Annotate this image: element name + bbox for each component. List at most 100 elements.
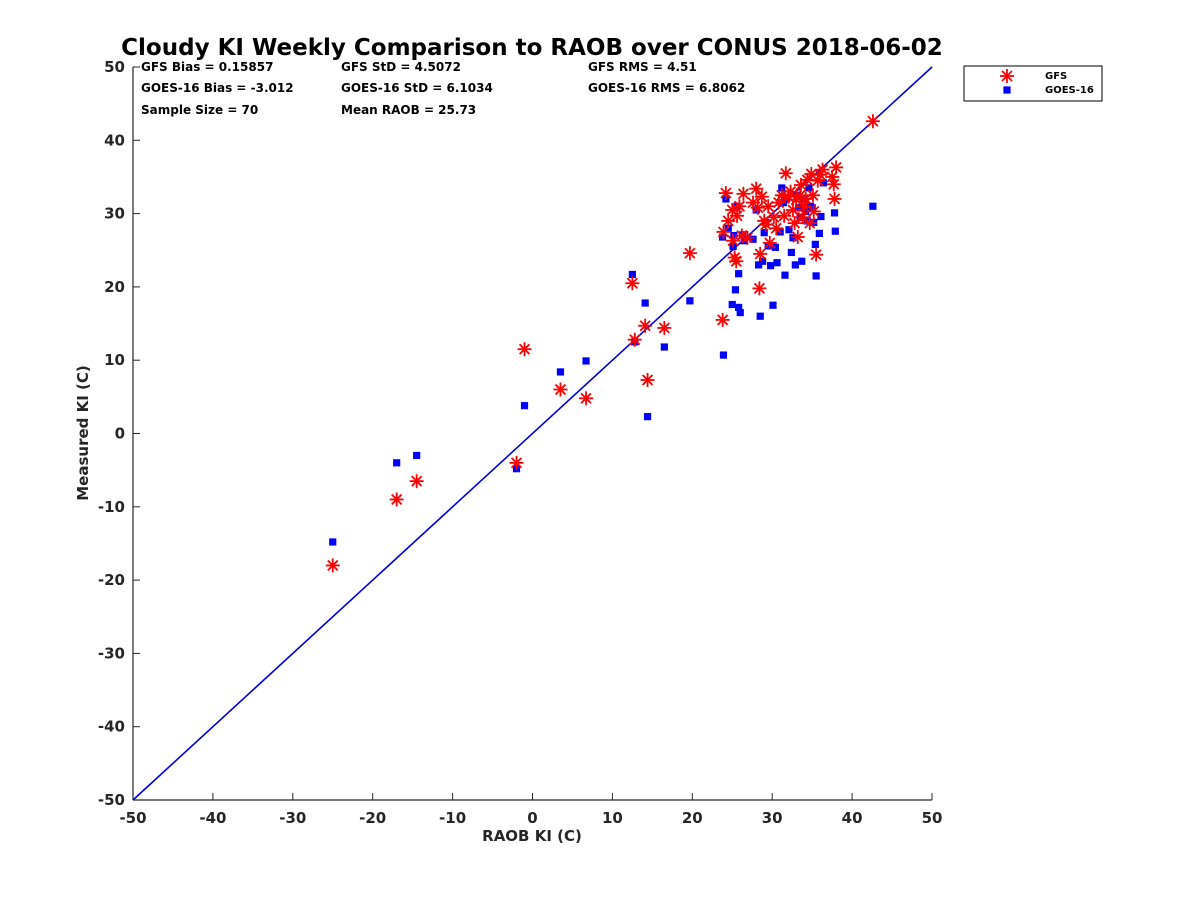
gfs-point (802, 216, 817, 231)
gfs-point (777, 208, 792, 223)
gfs-point (730, 208, 745, 223)
series-gfs (325, 114, 880, 573)
legend-label: GFS (1045, 71, 1067, 82)
goes16-point (582, 357, 590, 365)
gfs-point (809, 247, 824, 262)
x-tick-label: 50 (922, 809, 943, 827)
legend-label: GOES-16 (1045, 85, 1094, 96)
goes16-point (760, 229, 768, 237)
gfs-point (785, 202, 800, 217)
goes16-point (769, 301, 777, 309)
x-tick-label: -20 (359, 809, 386, 827)
gfs-point (752, 281, 767, 296)
y-tick-label: 10 (104, 351, 125, 369)
goes16-point (794, 204, 803, 212)
goes16-point (817, 212, 825, 221)
goes16-point (755, 261, 763, 269)
goes16-point (830, 209, 839, 217)
goes16-point (808, 204, 816, 212)
gfs-point (638, 318, 653, 333)
goes16-point (819, 179, 827, 187)
y-tick-label: -50 (98, 791, 125, 809)
gfs-point (787, 216, 802, 231)
goes16-point (771, 243, 779, 251)
goes16-point (413, 451, 421, 460)
goes16-point (815, 229, 823, 237)
goes16-point (756, 312, 764, 320)
x-tick-label: -50 (119, 809, 146, 827)
legend-box (963, 65, 1103, 102)
gfs-point (517, 342, 532, 357)
gfs-point (795, 210, 810, 225)
goes16-point (660, 343, 668, 351)
goes16-point (764, 242, 772, 250)
goes16-point (787, 248, 795, 257)
gfs-point (729, 254, 744, 269)
goes16-point (686, 297, 694, 305)
legend: GFS GOES-16 (963, 65, 1103, 102)
gfs-point (736, 186, 751, 201)
gfs-point (766, 210, 781, 225)
legend-goes16-marker (1003, 86, 1011, 94)
stat-text: GFS RMS = 4.51 (588, 60, 697, 74)
plot-area: -50 -40 -30 -20 -10 0 10 20 30 40 50 -50 -40 -30 -20 -1… (98, 58, 943, 827)
goes16-point (520, 402, 529, 410)
gfs-point (827, 191, 842, 206)
gfs-point (682, 246, 697, 261)
y-tick-label: 50 (104, 58, 125, 76)
x-tick-label: 40 (842, 809, 863, 827)
gfs-point (762, 235, 777, 250)
y-tick-label: -20 (98, 571, 125, 589)
stat-text: Mean RAOB = 25.73 (341, 103, 476, 117)
stat-text: GOES-16 StD = 6.1034 (341, 81, 493, 95)
gfs-point (640, 372, 655, 387)
gfs-point (409, 474, 424, 489)
gfs-point (753, 246, 768, 261)
gfs-point (749, 181, 764, 196)
stat-text: GOES-16 Bias = -3.012 (141, 81, 294, 95)
goes16-point (628, 270, 636, 279)
goes16-point (773, 259, 781, 267)
stat-text: Sample Size = 70 (141, 103, 258, 117)
goes16-point (731, 286, 740, 294)
gfs-point (769, 221, 784, 236)
x-tick-label: -40 (199, 809, 226, 827)
gfs-point (815, 162, 830, 177)
goes16-point (735, 303, 743, 312)
x-axis-label: RAOB KI (C) (482, 827, 582, 845)
gfs-point (750, 200, 765, 215)
gfs-point (805, 188, 820, 203)
gfs-point (865, 114, 880, 129)
goes16-point (759, 257, 767, 265)
goes16-point (798, 257, 806, 265)
legend-gfs-marker (1000, 69, 1014, 83)
stats-block: GFS Bias = 0.15857 GFS StD = 4.5072 GFS RM… (141, 60, 745, 117)
goes16-point (728, 300, 736, 309)
goes16-point (641, 299, 649, 307)
goes16-point (781, 271, 789, 279)
goes16-point (785, 226, 793, 234)
goes16-point (805, 184, 813, 192)
gfs-point (716, 224, 731, 239)
gfs-point (732, 199, 747, 214)
goes16-point (719, 351, 728, 359)
goes16-point (831, 227, 839, 235)
x-tick-label: -10 (439, 809, 466, 827)
y-tick-label: -10 (98, 498, 125, 516)
gfs-point (657, 320, 672, 335)
x-tick-label: 30 (762, 809, 783, 827)
goes16-point (767, 262, 775, 270)
gfs-point (826, 177, 841, 192)
x-tick-label: 10 (602, 809, 623, 827)
goes16-point (643, 413, 652, 421)
gfs-point (715, 312, 730, 327)
goes16-point (869, 202, 877, 210)
gfs-point (389, 492, 404, 507)
gfs-point (806, 204, 821, 219)
stat-text: GOES-16 RMS = 6.8062 (588, 81, 745, 95)
gfs-point (553, 382, 568, 397)
goes16-point (735, 270, 743, 278)
goes16-point (812, 272, 820, 280)
gfs-point (325, 558, 340, 573)
